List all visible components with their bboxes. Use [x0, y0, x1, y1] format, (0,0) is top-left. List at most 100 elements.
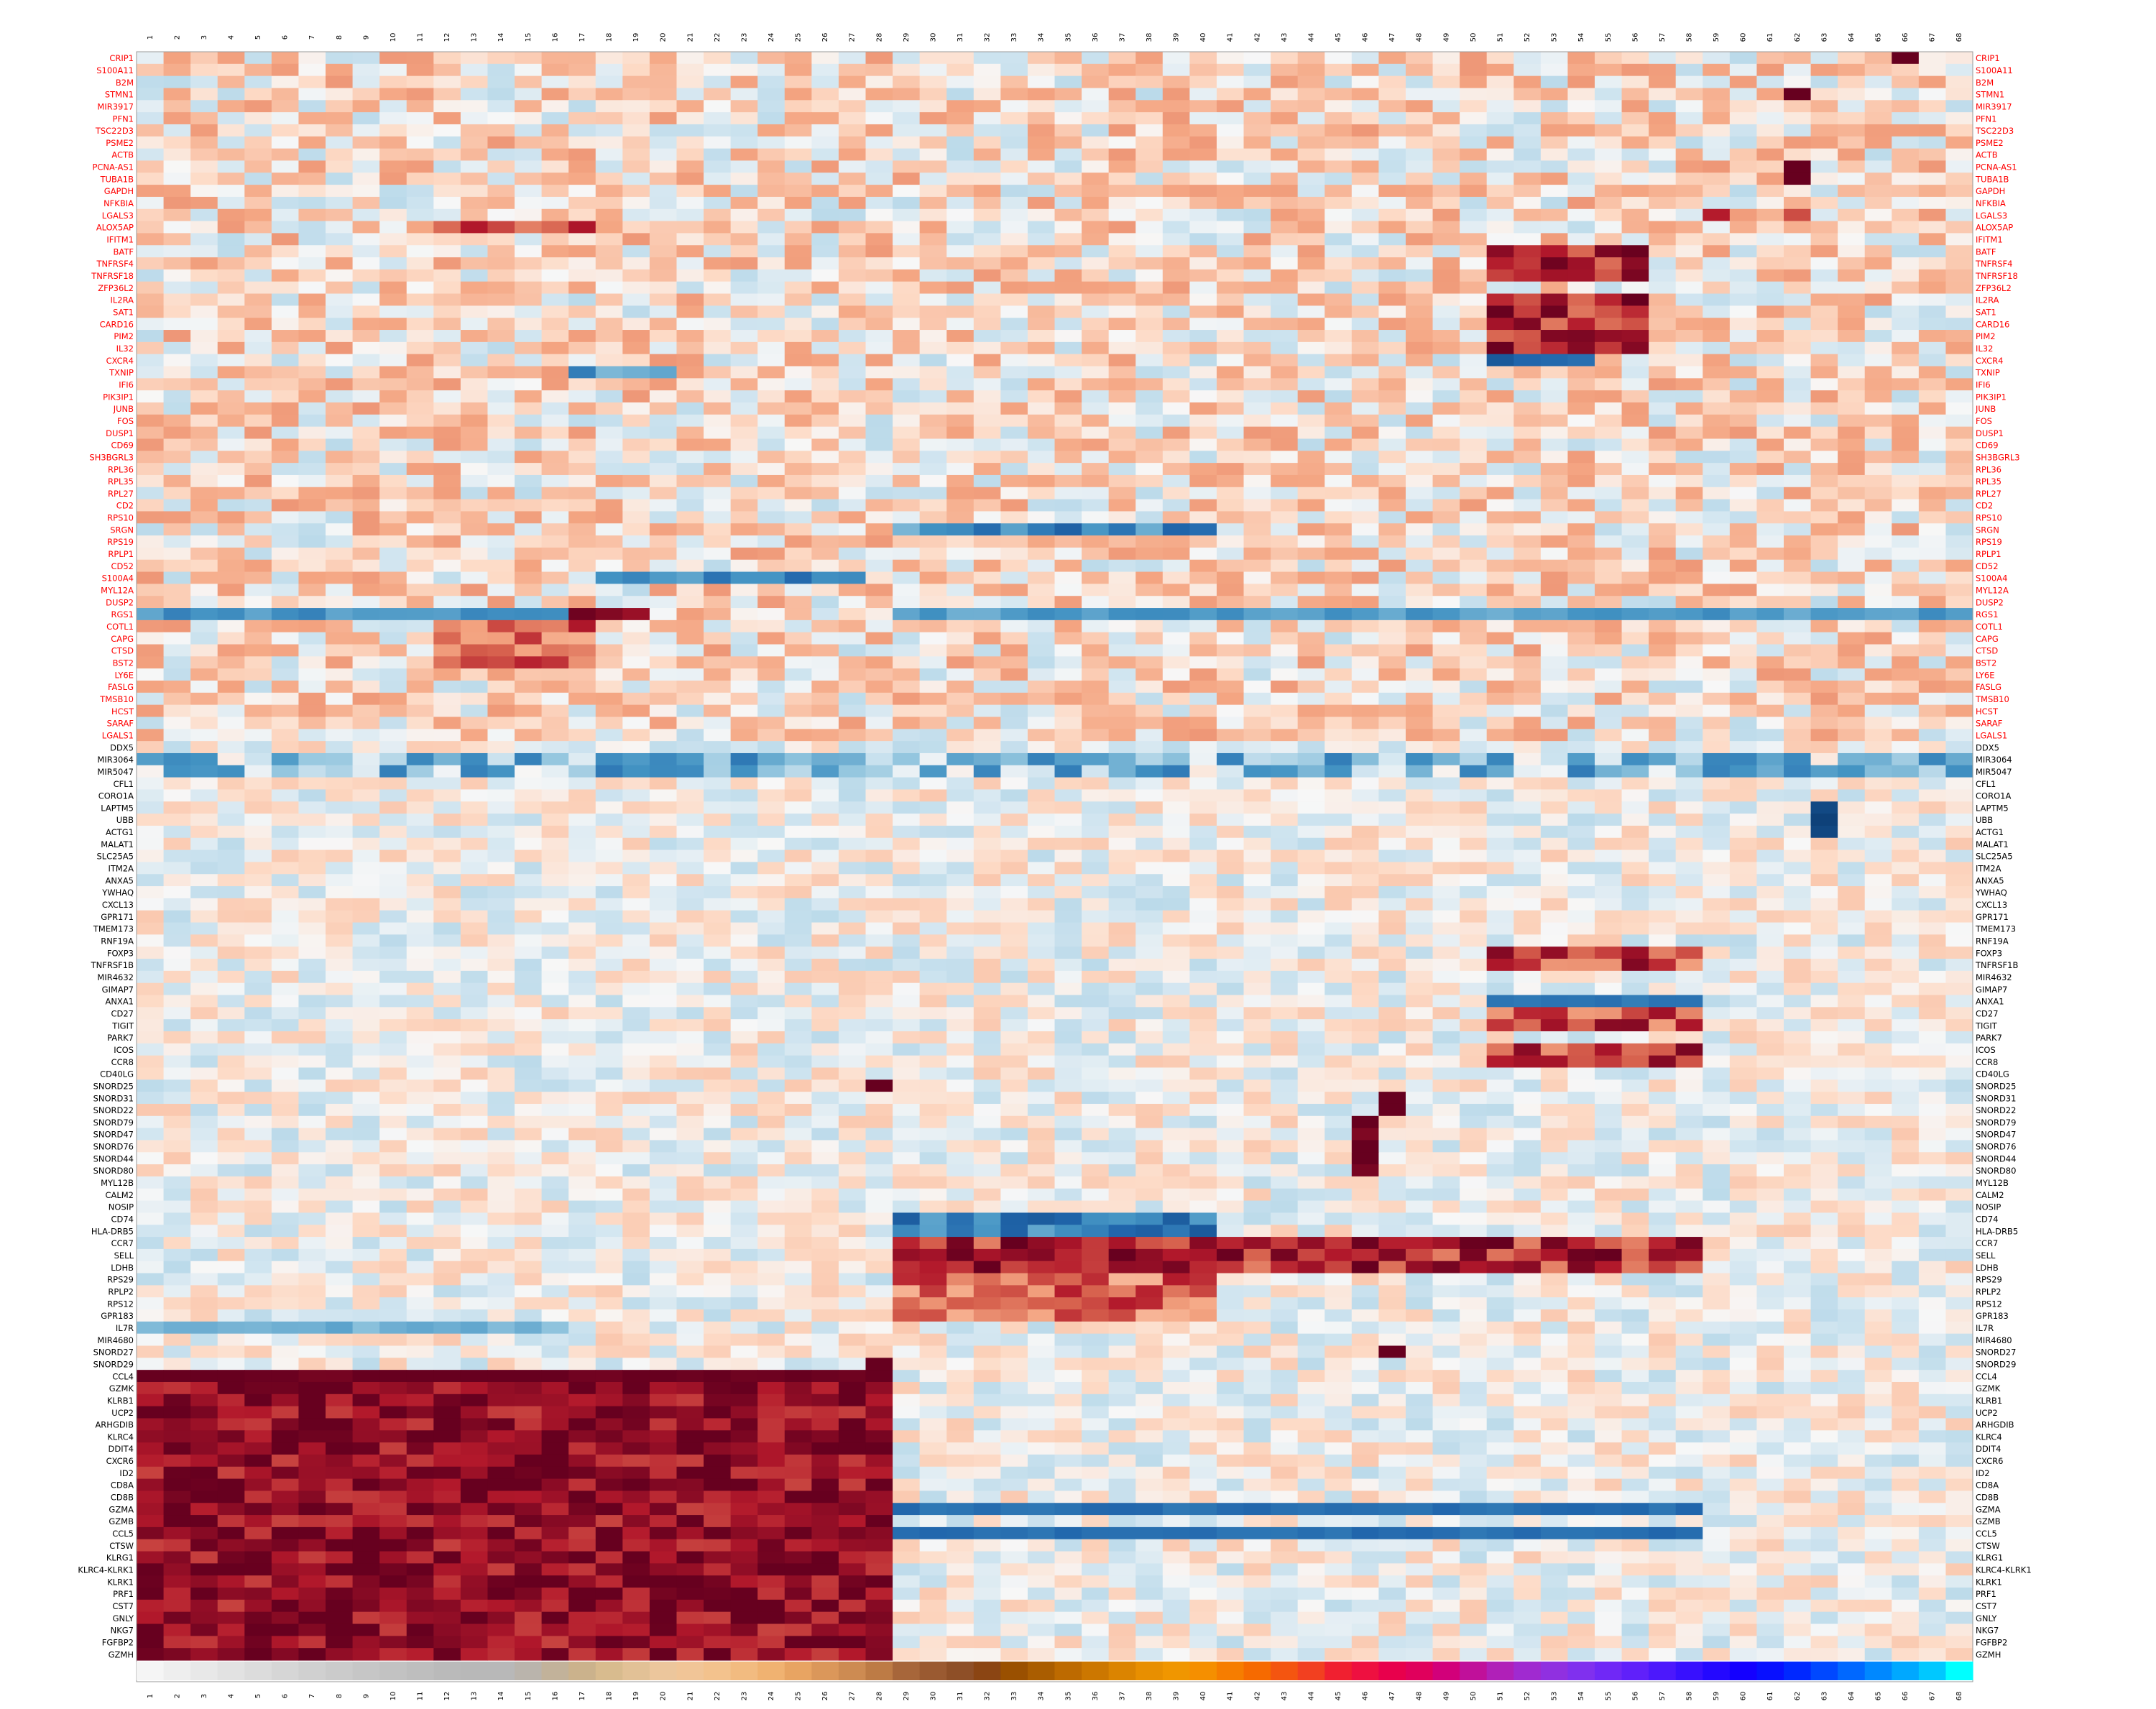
- heatmap-cell: [1594, 100, 1623, 113]
- heatmap-cell: [1703, 596, 1731, 609]
- heatmap-cell: [1460, 112, 1488, 125]
- heatmap-cell: [811, 75, 839, 89]
- heatmap-cell: [1243, 752, 1271, 766]
- heatmap-cell: [541, 172, 569, 185]
- heatmap-cell: [622, 801, 650, 814]
- heatmap-cell: [973, 535, 1001, 548]
- heatmap-cell: [811, 390, 839, 403]
- heatmap-cell: [1540, 390, 1568, 403]
- heatmap-cell: [838, 547, 867, 561]
- heatmap-cell: [893, 487, 921, 500]
- heatmap-cell: [1540, 451, 1568, 464]
- heatmap-cell: [1864, 257, 1892, 270]
- heatmap-cell: [1621, 862, 1649, 875]
- heatmap-cell: [1162, 535, 1190, 548]
- heatmap-cell: [730, 644, 758, 657]
- heatmap-cell: [946, 934, 975, 947]
- heatmap-cell: [1864, 148, 1892, 162]
- heatmap-cell: [784, 692, 812, 706]
- heatmap-cell: [1621, 717, 1649, 729]
- heatmap-cell: [1351, 390, 1379, 403]
- heatmap-cell: [838, 862, 867, 875]
- heatmap-cell: [541, 402, 569, 415]
- heatmap-cell: [244, 112, 272, 125]
- heatmap-cell: [811, 741, 839, 754]
- heatmap-cell: [515, 451, 543, 464]
- heatmap-cell: [676, 52, 704, 65]
- heatmap-cell: [1729, 426, 1758, 440]
- heatmap-cell: [326, 196, 354, 210]
- heatmap-cell: [893, 801, 921, 814]
- heatmap-cell: [1514, 789, 1542, 802]
- heatmap-cell: [1162, 559, 1190, 573]
- heatmap-cell: [649, 898, 678, 911]
- heatmap-cell: [893, 52, 921, 65]
- heatmap-cell: [1675, 341, 1703, 355]
- heatmap-cell: [1945, 63, 1973, 77]
- heatmap-cell: [1892, 390, 1920, 403]
- heatmap-cell: [676, 765, 704, 778]
- heatmap-cell: [352, 752, 380, 766]
- heatmap-cell: [946, 644, 975, 657]
- heatmap-cell: [1271, 281, 1299, 295]
- heatmap-cell: [1000, 571, 1028, 584]
- heatmap-cell: [757, 814, 786, 826]
- heatmap-cell: [1460, 898, 1488, 911]
- heatmap-cell: [406, 814, 434, 826]
- heatmap-cell: [730, 257, 758, 270]
- heatmap-cell: [1864, 692, 1892, 706]
- heatmap-cell: [1082, 100, 1110, 113]
- heatmap-cell: [487, 100, 515, 113]
- heatmap-cell: [1460, 318, 1488, 331]
- heatmap-cell: [1621, 136, 1649, 149]
- heatmap-cell: [217, 305, 245, 318]
- heatmap-cell: [515, 571, 543, 584]
- heatmap-cell: [1135, 571, 1164, 584]
- heatmap-cell: [757, 584, 786, 596]
- heatmap-cell: [460, 330, 489, 343]
- heatmap-cell: [326, 438, 354, 451]
- heatmap-cell: [1892, 886, 1920, 899]
- heatmap-cell: [784, 402, 812, 415]
- heatmap-cell: [1135, 922, 1164, 935]
- heatmap-cell: [1514, 245, 1542, 258]
- heatmap-cell: [271, 619, 300, 633]
- heatmap-cell: [1271, 269, 1299, 282]
- heatmap-cell: [352, 52, 380, 65]
- heatmap-cell: [1162, 886, 1190, 899]
- heatmap-cell: [1405, 644, 1434, 657]
- heatmap-cell: [865, 874, 893, 887]
- heatmap-cell: [190, 88, 218, 101]
- heatmap-cell: [838, 257, 867, 270]
- heatmap-cell: [1918, 814, 1947, 826]
- heatmap-cell: [1432, 717, 1460, 729]
- heatmap-cell: [622, 463, 650, 476]
- heatmap-cell: [865, 632, 893, 645]
- heatmap-cell: [1297, 100, 1325, 113]
- heatmap-cell: [1325, 862, 1353, 875]
- heatmap-cell: [1945, 451, 1973, 464]
- heatmap-cell: [1000, 426, 1028, 440]
- heatmap-cell: [1351, 185, 1379, 198]
- heatmap-cell: [460, 644, 489, 657]
- heatmap-cell: [838, 402, 867, 415]
- heatmap-cell: [919, 208, 947, 222]
- heatmap-cell: [1108, 366, 1136, 379]
- heatmap-cell: [568, 789, 596, 802]
- heatmap-cell: [893, 825, 921, 839]
- heatmap-cell: [1567, 619, 1595, 633]
- heatmap-cell: [1082, 414, 1110, 428]
- heatmap-cell: [1649, 668, 1677, 681]
- heatmap-cell: [973, 559, 1001, 573]
- heatmap-cell: [704, 729, 732, 742]
- heatmap-cell: [1945, 390, 1973, 403]
- heatmap-cell: [1271, 63, 1299, 77]
- heatmap-cell: [1783, 63, 1812, 77]
- heatmap-cell: [893, 318, 921, 331]
- heatmap-cell: [946, 354, 975, 367]
- heatmap-cell: [1838, 354, 1866, 367]
- heatmap-cell: [163, 172, 191, 185]
- heatmap-cell: [730, 438, 758, 451]
- heatmap-cell: [406, 910, 434, 923]
- heatmap-cell: [1135, 584, 1164, 596]
